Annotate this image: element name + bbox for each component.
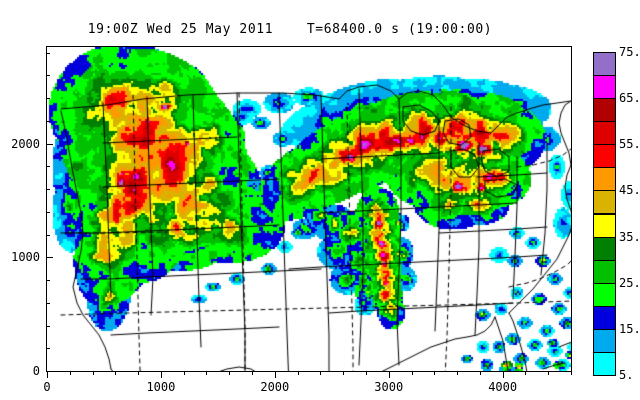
- x-tick: [388, 371, 390, 378]
- x-tick: [92, 371, 94, 375]
- y-tick: [46, 52, 50, 54]
- colorbar-tick-label: 45.: [619, 183, 640, 198]
- colorbar-swatch: [593, 52, 616, 77]
- colorbar-swatch: [593, 190, 616, 215]
- colorbar-tick-label: 55.: [619, 137, 640, 152]
- plot-title: 19:00Z Wed 25 May 2011 T=68400.0 s (19:0…: [87, 22, 493, 37]
- x-tick-label: 3000: [374, 380, 404, 394]
- y-tick: [46, 98, 50, 100]
- x-tick-label: 4000: [488, 380, 518, 394]
- x-tick-label: 0: [43, 380, 51, 394]
- x-tick: [274, 371, 276, 378]
- x-tick: [138, 371, 140, 375]
- y-tick-label: 0: [32, 364, 40, 378]
- colorbar-tick-label: 65.: [619, 91, 640, 106]
- y-tick: [46, 325, 50, 327]
- radar-reflectivity-field: [47, 47, 571, 371]
- y-tick: [46, 211, 50, 213]
- y-tick-label: 2000: [11, 136, 40, 151]
- colorbar-swatch: [593, 98, 616, 123]
- colorbar-tick-label: 75.: [619, 45, 640, 59]
- x-tick-label: 1000: [146, 380, 176, 394]
- y-tick: [46, 166, 50, 168]
- x-tick: [183, 371, 185, 375]
- x-tick: [365, 371, 367, 375]
- x-tick: [343, 371, 345, 375]
- x-tick: [525, 371, 527, 375]
- colorbar-swatch: [593, 282, 616, 307]
- colorbar-swatch: [593, 259, 616, 284]
- x-tick-label: 2000: [260, 380, 290, 394]
- plot-frame: [46, 46, 572, 372]
- colorbar: [593, 52, 616, 376]
- y-tick: [46, 75, 50, 77]
- y-tick: [46, 257, 53, 259]
- x-tick: [206, 371, 208, 375]
- colorbar-swatch: [593, 121, 616, 146]
- colorbar-swatch: [593, 305, 616, 330]
- x-tick: [115, 371, 117, 375]
- x-tick: [320, 371, 322, 375]
- colorbar-swatch: [593, 213, 616, 238]
- colorbar-swatch: [593, 351, 616, 376]
- colorbar-swatch: [593, 167, 616, 192]
- x-tick: [571, 371, 572, 375]
- x-tick: [47, 371, 48, 378]
- colorbar-tick-label: 25.: [619, 275, 640, 290]
- x-tick: [297, 371, 299, 375]
- y-tick: [46, 348, 50, 350]
- x-tick: [411, 371, 413, 375]
- x-tick: [457, 371, 459, 375]
- x-tick: [502, 371, 504, 378]
- y-tick-label: 1000: [11, 250, 40, 265]
- y-tick: [46, 280, 50, 282]
- colorbar-swatch: [593, 328, 616, 353]
- colorbar-tick-label: 35.: [619, 229, 640, 244]
- x-tick: [69, 371, 71, 375]
- colorbar-tick-label: 15.: [619, 321, 640, 336]
- x-tick: [434, 371, 436, 375]
- y-tick: [46, 234, 50, 236]
- y-tick: [46, 143, 53, 145]
- y-tick: [46, 371, 53, 372]
- x-tick: [229, 371, 231, 375]
- colorbar-swatch: [593, 236, 616, 261]
- y-tick: [46, 120, 50, 122]
- colorbar-tick-label: 5.: [619, 368, 634, 382]
- x-tick: [548, 371, 550, 375]
- x-tick: [479, 371, 481, 375]
- colorbar-swatch: [593, 144, 616, 169]
- x-tick: [252, 371, 254, 375]
- x-tick: [160, 371, 162, 378]
- y-tick: [46, 189, 50, 191]
- y-tick: [46, 302, 50, 304]
- colorbar-swatch: [593, 75, 616, 100]
